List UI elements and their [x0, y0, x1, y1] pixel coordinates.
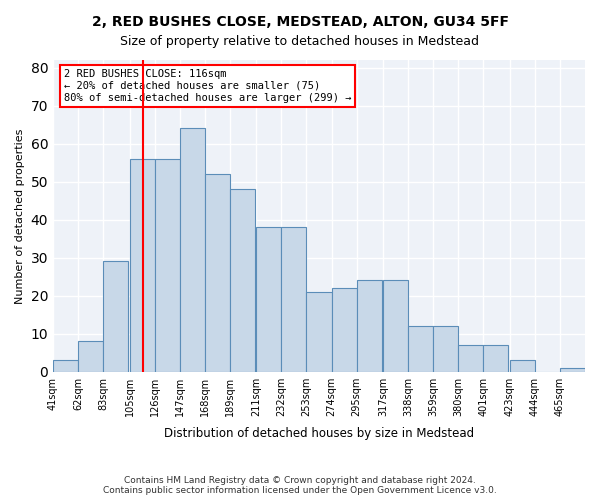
Text: 2, RED BUSHES CLOSE, MEDSTEAD, ALTON, GU34 5FF: 2, RED BUSHES CLOSE, MEDSTEAD, ALTON, GU…: [91, 15, 509, 29]
Bar: [332, 288, 356, 372]
Bar: [383, 280, 408, 372]
Text: Size of property relative to detached houses in Medstead: Size of property relative to detached ho…: [121, 35, 479, 48]
Bar: [78, 341, 103, 372]
Bar: [408, 326, 433, 372]
Text: 2 RED BUSHES CLOSE: 116sqm
← 20% of detached houses are smaller (75)
80% of semi: 2 RED BUSHES CLOSE: 116sqm ← 20% of deta…: [64, 70, 351, 102]
Bar: [180, 128, 205, 372]
Bar: [230, 189, 255, 372]
Bar: [53, 360, 78, 372]
Bar: [103, 262, 128, 372]
Bar: [509, 360, 535, 372]
Bar: [458, 345, 484, 372]
Bar: [307, 292, 332, 372]
Bar: [484, 345, 508, 372]
Bar: [130, 159, 155, 372]
Y-axis label: Number of detached properties: Number of detached properties: [15, 128, 25, 304]
Bar: [560, 368, 585, 372]
Bar: [155, 159, 180, 372]
Bar: [205, 174, 230, 372]
Bar: [281, 227, 307, 372]
Text: Contains HM Land Registry data © Crown copyright and database right 2024.
Contai: Contains HM Land Registry data © Crown c…: [103, 476, 497, 495]
Bar: [356, 280, 382, 372]
Bar: [256, 227, 281, 372]
X-axis label: Distribution of detached houses by size in Medstead: Distribution of detached houses by size …: [164, 427, 474, 440]
Bar: [433, 326, 458, 372]
